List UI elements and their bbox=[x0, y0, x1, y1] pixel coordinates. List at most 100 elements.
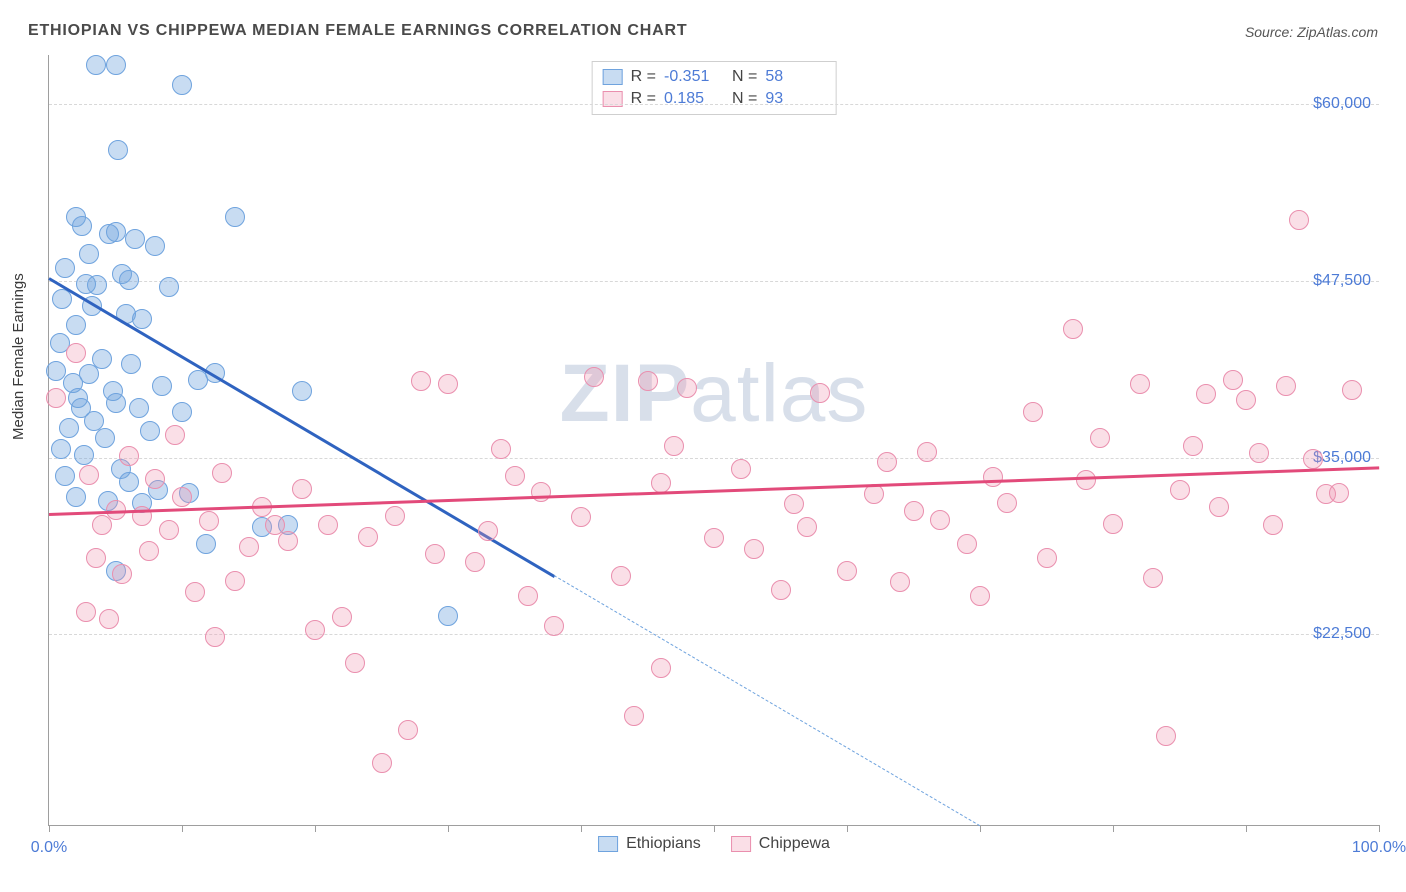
data-point bbox=[132, 309, 152, 329]
legend-row: R =0.185N =93 bbox=[603, 88, 826, 110]
data-point bbox=[66, 487, 86, 507]
data-point bbox=[79, 465, 99, 485]
data-point bbox=[704, 528, 724, 548]
legend-item: Chippewa bbox=[731, 835, 830, 853]
data-point bbox=[76, 602, 96, 622]
data-point bbox=[106, 393, 126, 413]
data-point bbox=[544, 616, 564, 636]
trend-line bbox=[554, 575, 980, 826]
y-tick-label: $47,500 bbox=[1313, 272, 1371, 290]
data-point bbox=[145, 469, 165, 489]
data-point bbox=[385, 506, 405, 526]
data-point bbox=[51, 439, 71, 459]
gridline bbox=[49, 281, 1379, 282]
legend-swatch bbox=[598, 836, 618, 852]
x-tick bbox=[714, 825, 715, 832]
data-point bbox=[106, 55, 126, 75]
data-point bbox=[72, 216, 92, 236]
data-point bbox=[129, 398, 149, 418]
data-point bbox=[212, 463, 232, 483]
y-axis-label: Median Female Earnings bbox=[10, 273, 27, 440]
data-point bbox=[957, 534, 977, 554]
data-point bbox=[505, 466, 525, 486]
scatter-plot-area: ZIPatlas R =-0.351N =58R =0.185N =93 Eth… bbox=[48, 55, 1379, 826]
r-value: -0.351 bbox=[664, 68, 724, 86]
data-point bbox=[917, 442, 937, 462]
y-tick-label: $60,000 bbox=[1313, 95, 1371, 113]
data-point bbox=[305, 620, 325, 640]
legend-swatch bbox=[731, 836, 751, 852]
y-tick-label: $22,500 bbox=[1313, 625, 1371, 643]
data-point bbox=[86, 55, 106, 75]
data-point bbox=[1196, 384, 1216, 404]
data-point bbox=[71, 398, 91, 418]
data-point bbox=[970, 586, 990, 606]
data-point bbox=[904, 501, 924, 521]
data-point bbox=[638, 371, 658, 391]
data-point bbox=[1303, 449, 1323, 469]
data-point bbox=[1183, 436, 1203, 456]
data-point bbox=[87, 275, 107, 295]
data-point bbox=[1329, 483, 1349, 503]
legend-swatch bbox=[603, 69, 623, 85]
chart-title: ETHIOPIAN VS CHIPPEWA MEDIAN FEMALE EARN… bbox=[28, 22, 687, 40]
data-point bbox=[1156, 726, 1176, 746]
data-point bbox=[731, 459, 751, 479]
data-point bbox=[165, 425, 185, 445]
data-point bbox=[119, 472, 139, 492]
data-point bbox=[1143, 568, 1163, 588]
data-point bbox=[358, 527, 378, 547]
data-point bbox=[744, 539, 764, 559]
data-point bbox=[205, 627, 225, 647]
data-point bbox=[1342, 380, 1362, 400]
data-point bbox=[152, 376, 172, 396]
data-point bbox=[55, 466, 75, 486]
data-point bbox=[1249, 443, 1269, 463]
data-point bbox=[292, 381, 312, 401]
data-point bbox=[810, 383, 830, 403]
data-point bbox=[877, 452, 897, 472]
data-point bbox=[438, 606, 458, 626]
n-label: N = bbox=[732, 68, 757, 86]
data-point bbox=[59, 418, 79, 438]
data-point bbox=[624, 706, 644, 726]
data-point bbox=[159, 520, 179, 540]
x-max-label: 100.0% bbox=[1352, 839, 1406, 857]
data-point bbox=[121, 354, 141, 374]
x-tick bbox=[847, 825, 848, 832]
x-tick bbox=[1379, 825, 1380, 832]
gridline bbox=[49, 458, 1379, 459]
data-point bbox=[140, 421, 160, 441]
correlation-legend: R = -0.351 N = 58 R =0.185N =93 bbox=[592, 61, 837, 115]
data-point bbox=[1103, 514, 1123, 534]
gridline bbox=[49, 634, 1379, 635]
data-point bbox=[119, 446, 139, 466]
r-label: R = bbox=[631, 68, 656, 86]
data-point bbox=[345, 653, 365, 673]
data-point bbox=[1130, 374, 1150, 394]
source-attribution: Source: ZipAtlas.com bbox=[1245, 24, 1378, 40]
data-point bbox=[372, 753, 392, 773]
x-tick bbox=[581, 825, 582, 832]
data-point bbox=[1170, 480, 1190, 500]
legend-label: Chippewa bbox=[759, 835, 830, 853]
data-point bbox=[66, 343, 86, 363]
data-point bbox=[997, 493, 1017, 513]
data-point bbox=[677, 378, 697, 398]
data-point bbox=[112, 564, 132, 584]
n-value: 58 bbox=[765, 68, 825, 86]
x-tick bbox=[182, 825, 183, 832]
x-min-label: 0.0% bbox=[31, 839, 67, 857]
data-point bbox=[196, 534, 216, 554]
data-point bbox=[199, 511, 219, 531]
data-point bbox=[145, 236, 165, 256]
data-point bbox=[66, 315, 86, 335]
data-point bbox=[1276, 376, 1296, 396]
data-point bbox=[1209, 497, 1229, 517]
data-point bbox=[438, 374, 458, 394]
data-point bbox=[864, 484, 884, 504]
legend-label: Ethiopians bbox=[626, 835, 701, 853]
data-point bbox=[1076, 470, 1096, 490]
data-point bbox=[890, 572, 910, 592]
data-point bbox=[55, 258, 75, 278]
